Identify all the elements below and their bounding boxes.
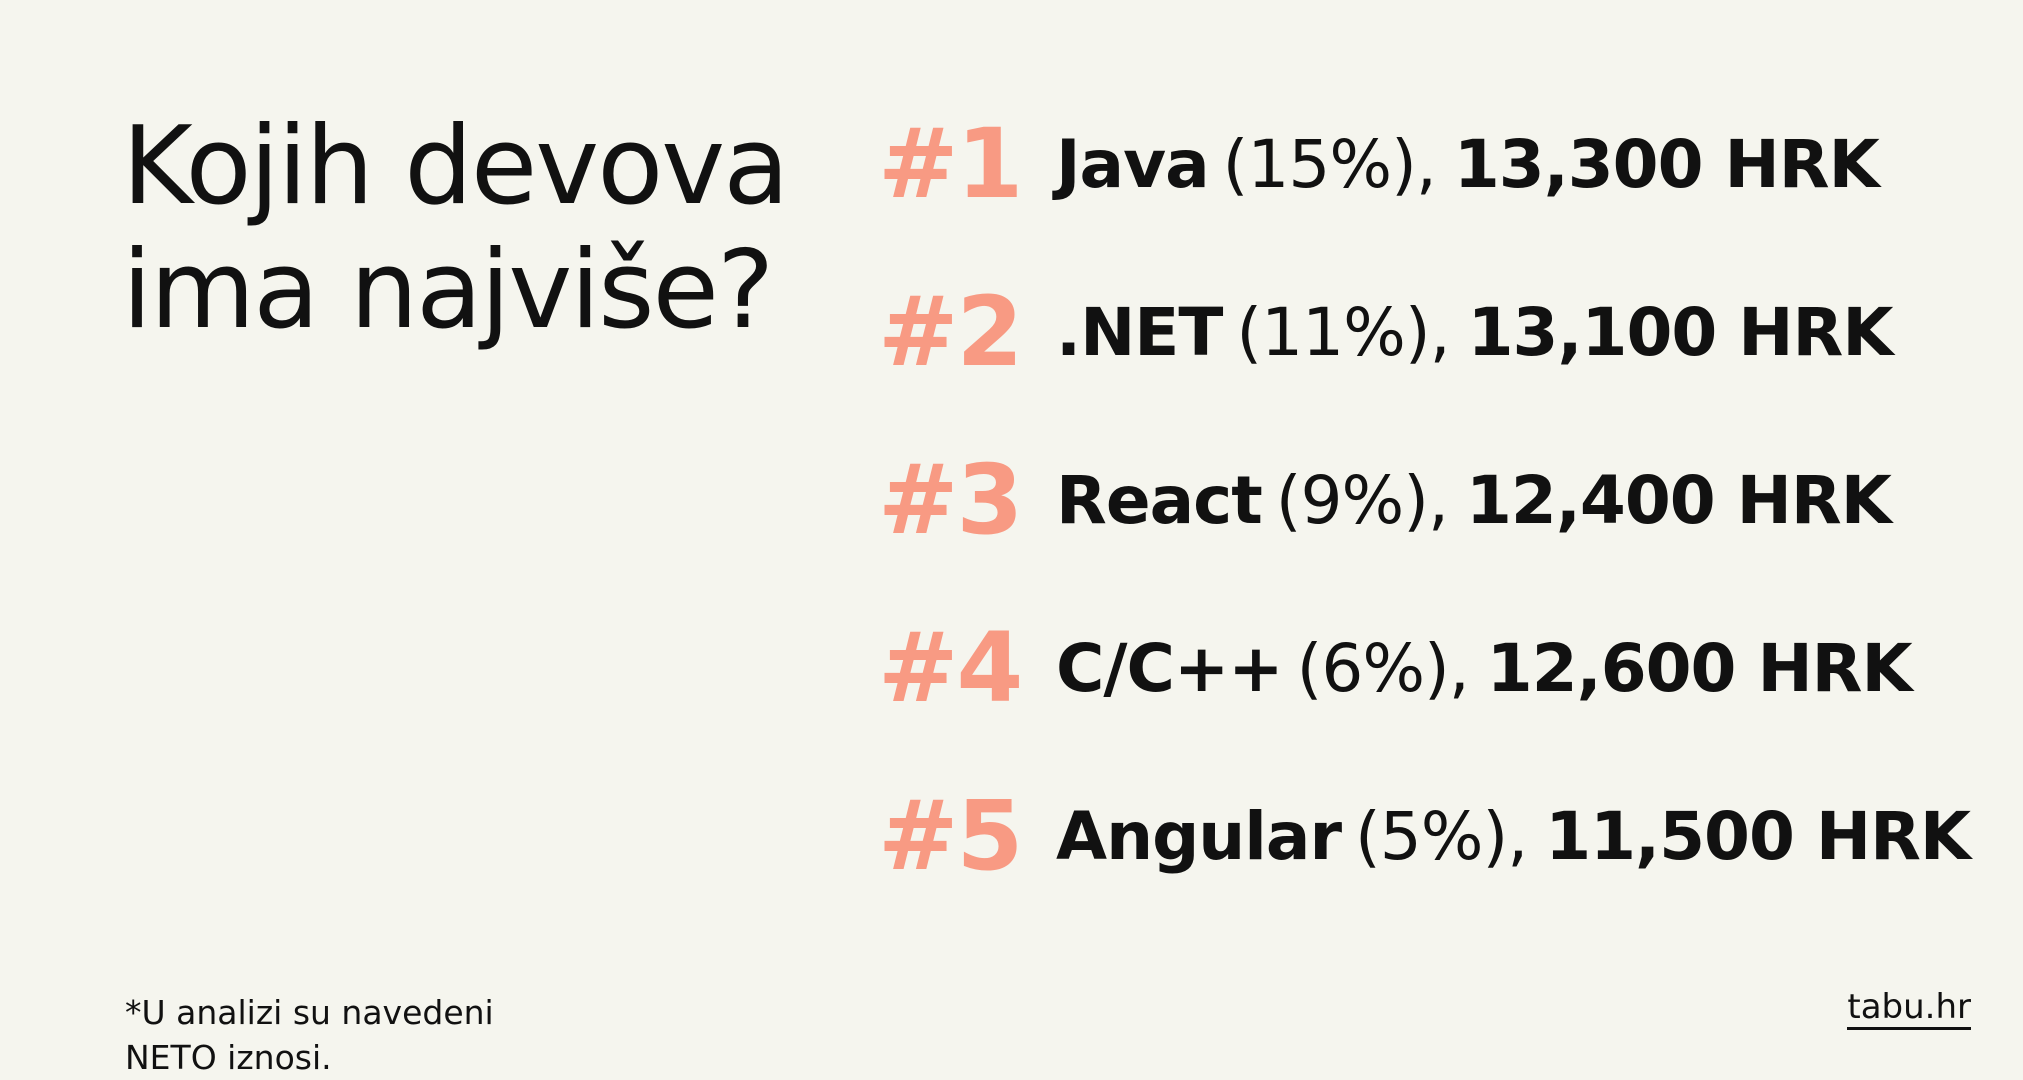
ranking-row: #3 React (9%), 12,400 HRK — [878, 435, 1892, 565]
share: (11%), — [1236, 293, 1450, 371]
salary: 13,100 HRK — [1467, 293, 1894, 371]
ranking-row: #5 Angular (5%), 11,500 HRK — [878, 771, 1971, 901]
salary: 11,500 HRK — [1545, 797, 1971, 875]
title-line: Kojih devova — [122, 104, 789, 229]
salary: 13,300 HRK — [1453, 125, 1880, 203]
ranking-row: #4 C/C++ (6%), 12,600 HRK — [878, 603, 1913, 733]
rank: #5 — [878, 780, 1023, 892]
share: (9%), — [1275, 461, 1449, 539]
title: Kojih devova ima najviše? — [122, 104, 789, 353]
brand: tabu.hr — [1847, 987, 1971, 1030]
rank: #2 — [878, 276, 1023, 388]
share: (6%), — [1296, 629, 1470, 707]
name: Java — [1056, 125, 1210, 203]
share: (15%), — [1222, 125, 1437, 203]
footnote-line: *U analizi su navedeni — [125, 993, 494, 1032]
ranking-row: #1 Java (15%), 13,300 HRK — [878, 99, 1880, 229]
name: React — [1056, 461, 1263, 539]
footnote: *U analizi su navedeni NETO iznosi. — [125, 990, 494, 1080]
name: .NET — [1056, 293, 1223, 371]
rank: #1 — [878, 108, 1023, 220]
rank: #4 — [878, 612, 1023, 724]
ranking-row: #2 .NET (11%), 13,100 HRK — [878, 267, 1894, 397]
name: C/C++ — [1056, 629, 1284, 707]
share: (5%), — [1355, 797, 1528, 875]
salary: 12,400 HRK — [1465, 461, 1892, 539]
footnote-line: NETO iznosi. — [125, 1038, 332, 1077]
salary: 12,600 HRK — [1486, 629, 1913, 707]
title-line: ima najviše? — [122, 228, 774, 353]
rank: #3 — [878, 444, 1023, 556]
name: Angular — [1056, 797, 1342, 875]
